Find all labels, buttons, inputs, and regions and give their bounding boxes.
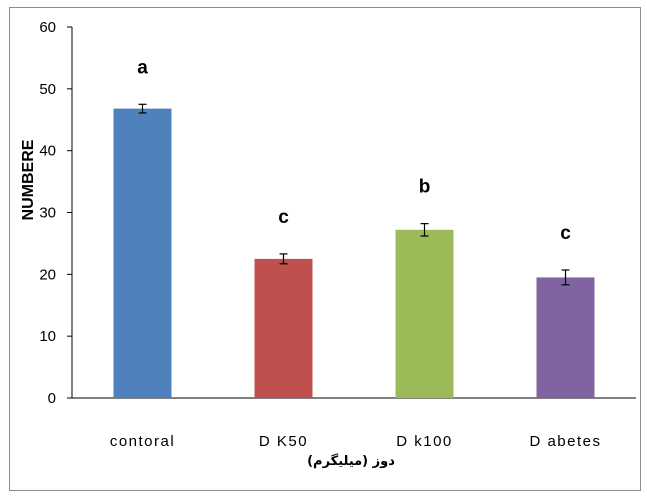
- significance-label: b: [419, 177, 431, 198]
- y-tick-label: 10: [39, 328, 56, 345]
- y-tick-label: 50: [39, 81, 56, 98]
- bar: [254, 258, 313, 398]
- y-tick-label: 20: [39, 266, 56, 283]
- error-bar: [138, 103, 147, 114]
- bars: [113, 108, 595, 399]
- error-bars: [138, 103, 570, 286]
- error-bar: [420, 223, 429, 237]
- bar: [113, 108, 172, 399]
- y-axis-ticks: 0 10 20 30 40 50 60: [39, 19, 72, 407]
- error-bar: [279, 253, 288, 265]
- bar: [395, 229, 454, 398]
- significance-label: c: [560, 223, 571, 244]
- y-tick-label: 60: [39, 19, 56, 36]
- x-axis-label: دوز (میلیگرم): [307, 453, 395, 469]
- x-category-label: contoral: [110, 433, 175, 450]
- significance-label: a: [137, 57, 148, 78]
- x-category-label: D k100: [396, 433, 453, 450]
- x-axis-category-labels: contoral D K50 D k100 D abetes: [110, 433, 601, 450]
- x-category-label: D abetes: [529, 433, 601, 450]
- y-tick-label: 40: [39, 143, 56, 160]
- significance-label: c: [278, 207, 289, 228]
- significance-labels: a c b c: [137, 57, 571, 244]
- error-bar: [561, 269, 570, 286]
- bar: [536, 277, 595, 398]
- y-axis-label: NUMBERE: [20, 139, 37, 220]
- x-category-label: D K50: [259, 433, 308, 450]
- y-tick-label: 30: [39, 205, 56, 222]
- y-tick-label: 0: [48, 390, 56, 407]
